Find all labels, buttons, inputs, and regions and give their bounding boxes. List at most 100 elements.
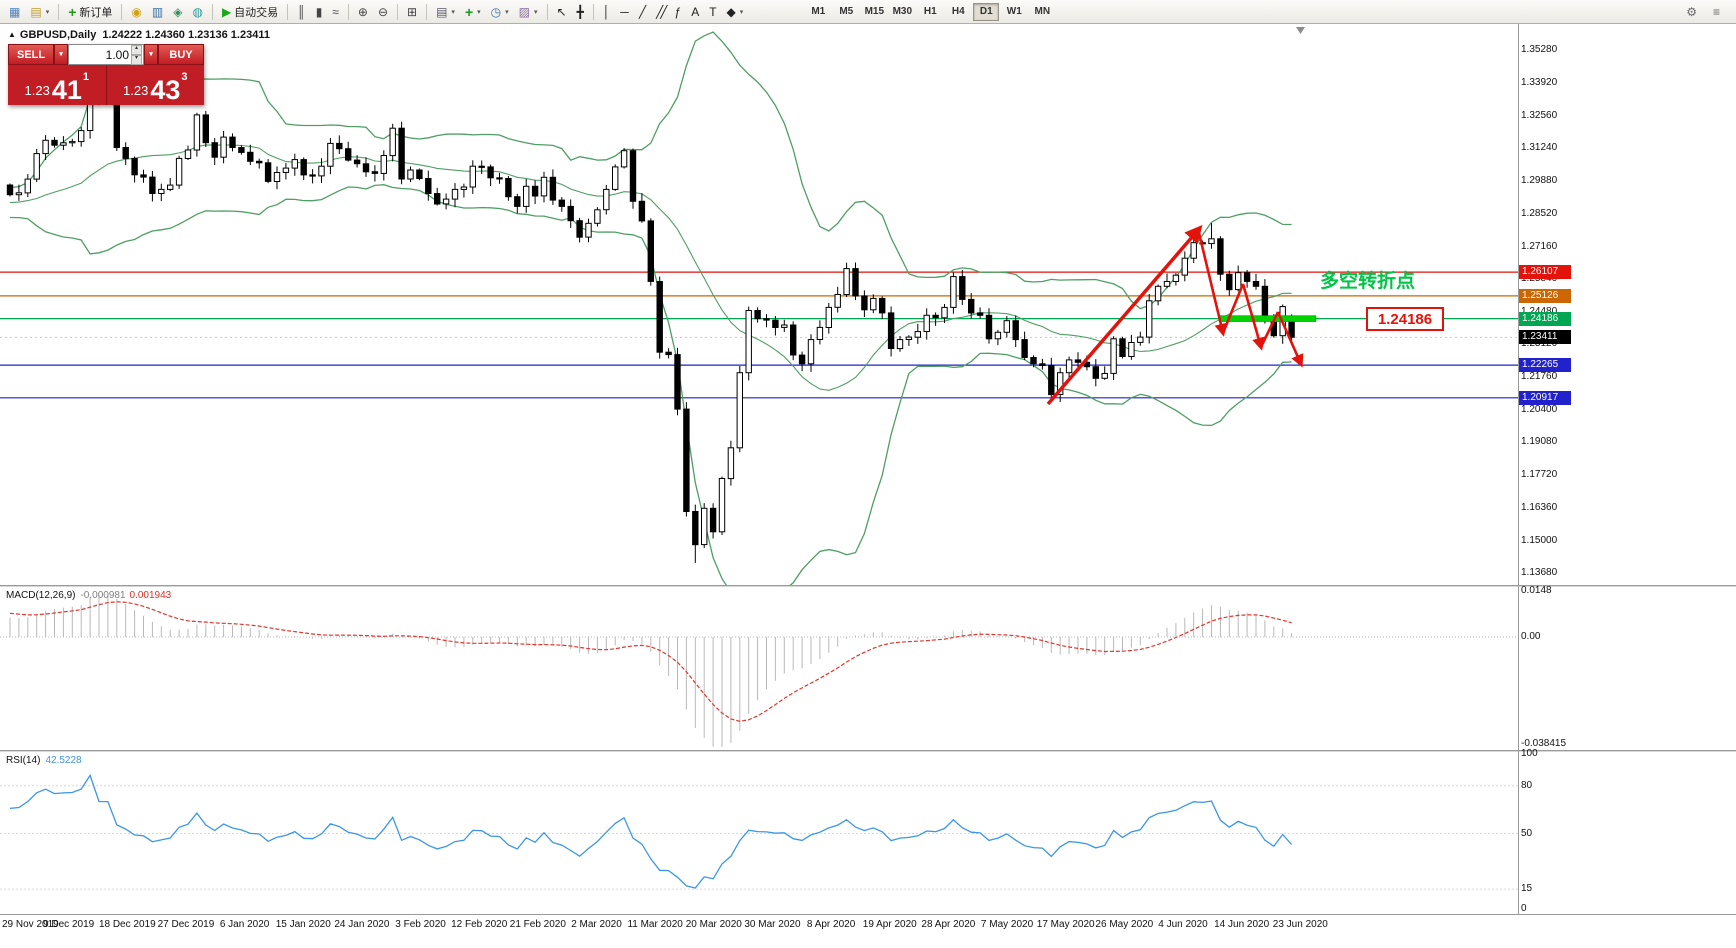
indicators-caret-icon: ▾ (477, 8, 481, 16)
zoom-out-icon: ⊖ (377, 4, 389, 19)
buy-button[interactable]: BUY (158, 44, 204, 65)
new-order-button[interactable]: + 新订单 (64, 2, 116, 22)
ask-price-display[interactable]: 1.23 43 3 (106, 65, 204, 105)
ohlc-values: 1.24222 1.24360 1.23136 1.23411 (102, 29, 270, 41)
data-window-button[interactable]: ▥ (148, 2, 167, 22)
cursor-button[interactable]: ↖ (553, 2, 571, 22)
date-axis-label: 23 Jun 2020 (1272, 919, 1328, 930)
trendline-tool-button[interactable]: ╱ (635, 2, 650, 22)
channel-tool-button[interactable]: ╱╱ (652, 2, 668, 22)
stepper-up-icon[interactable]: ▴ (131, 44, 142, 55)
timeframe-m5[interactable]: M5 (833, 3, 859, 21)
timeframe-m1[interactable]: M1 (805, 3, 831, 21)
new-chart-button[interactable]: ▦ (5, 2, 24, 22)
indicators-button[interactable]: + ▾ (461, 2, 485, 22)
zoom-out-button[interactable]: ⊖ (374, 2, 392, 22)
date-axis-label: 7 May 2020 (980, 919, 1034, 930)
toolbar-separator (287, 3, 289, 20)
price-axis-tick: 1.28520 (1521, 207, 1558, 219)
timeframe-h1[interactable]: H1 (917, 3, 943, 21)
toolbar-settings-button[interactable]: ⚙ (1683, 2, 1700, 22)
volume-value[interactable]: 1.00 (105, 47, 129, 62)
macd-name: MACD(12,26,9) (6, 590, 76, 601)
rsi-indicator-label: RSI(14) 42.5228 (6, 755, 82, 766)
fibonacci-tool-button[interactable]: ƒ (671, 2, 686, 22)
rsi-axis-tick: 0 (1521, 903, 1527, 914)
date-axis-label: 6 Jan 2020 (219, 919, 270, 930)
date-axis-label: 19 Apr 2020 (862, 919, 917, 930)
terminal-button[interactable]: ◍ (188, 2, 206, 22)
toolbar-separator (592, 3, 594, 20)
bid-price-display[interactable]: 1.23 41 1 (8, 65, 107, 105)
toolbar-separator (121, 3, 123, 20)
navigator-button[interactable]: ◈ (169, 2, 186, 22)
volume-stepper[interactable]: ▴ ▾ (131, 44, 142, 65)
templates-caret-icon: ▾ (533, 8, 538, 16)
chart-profiles-button[interactable]: ▤ ▾ (26, 2, 53, 22)
sell-options-caret[interactable]: ▾ (54, 44, 68, 65)
label-tool-button[interactable]: T (705, 2, 720, 22)
chart-profiles-caret-icon: ▾ (45, 8, 50, 16)
vertical-line-tool-button[interactable]: │ (599, 2, 615, 22)
bid-price-axis-label: 1.23411 (1519, 330, 1571, 345)
zoom-in-button[interactable]: ⊕ (354, 2, 372, 22)
cursor-icon: ↖ (556, 4, 567, 19)
timeframe-w1[interactable]: W1 (1001, 3, 1027, 21)
data-window-icon: ▥ (151, 4, 164, 19)
market-watch-button[interactable]: ◉ (127, 2, 145, 22)
chart-profiles-icon: ▤ (30, 4, 42, 19)
buy-options-caret[interactable]: ▾ (144, 44, 158, 65)
price-axis-tick: 1.33920 (1521, 76, 1558, 88)
date-axis-label: 17 May 2020 (1036, 919, 1095, 930)
price-level-label: 1.22265 (1519, 358, 1571, 373)
rsi-axis-tick: 80 (1521, 779, 1533, 791)
rsi-axis-tick: 15 (1521, 883, 1533, 895)
toolbar-right: ⚙ ≡ (1682, 2, 1732, 22)
crosshair-button[interactable]: ╋ (573, 2, 588, 22)
stepper-down-icon[interactable]: ▾ (131, 54, 142, 65)
timeframe-d1[interactable]: D1 (973, 2, 1000, 21)
ask-prefix: 1.23 (123, 83, 149, 98)
timeframe-m30[interactable]: M30 (889, 3, 915, 21)
bar-chart-mode-button[interactable]: ║ (293, 2, 310, 22)
caret-down-icon: ▾ (149, 51, 153, 58)
line-chart-mode-button[interactable]: ≈ (328, 2, 343, 22)
horizontal-line-tool-button[interactable]: ─ (616, 2, 633, 22)
price-level-label: 1.26107 (1519, 265, 1571, 280)
collapse-triangle-icon[interactable]: ▲ (8, 30, 16, 39)
macd-signal-value: 0.001943 (129, 590, 172, 601)
shapes-tool-button[interactable]: ◆ ▾ (723, 2, 748, 22)
shapes-tool-icon: ◆ (726, 4, 736, 19)
chart-list-button[interactable]: ▤ ▾ (432, 2, 459, 22)
market-watch-icon: ◉ (131, 4, 142, 19)
timeframe-h4[interactable]: H4 (945, 3, 971, 21)
date-axis-label: 8 Apr 2020 (806, 919, 856, 930)
shapes-tool-caret-icon: ▾ (739, 8, 744, 16)
date-axis-label: 21 Feb 2020 (509, 919, 566, 930)
volume-field[interactable]: 1.00 ▴ ▾ (68, 44, 144, 65)
candlestick-mode-button[interactable]: ▮ (312, 2, 327, 22)
periods-button[interactable]: ◷ ▾ (487, 2, 513, 22)
text-tool-button[interactable]: A (687, 2, 703, 22)
price-level-label: 1.20917 (1519, 390, 1571, 405)
date-axis-label: 30 Mar 2020 (744, 919, 801, 930)
bar-chart-mode-icon: ║ (297, 4, 306, 19)
price-axis-tick: 1.35280 (1521, 44, 1558, 55)
templates-button[interactable]: ▨ ▾ (515, 2, 542, 22)
timeframe-mn[interactable]: MN (1029, 3, 1055, 21)
price-level-label: 1.25126 (1519, 288, 1571, 303)
toolbar-more-button[interactable]: ≡ (1710, 2, 1723, 22)
autotrading-button[interactable]: ▶ 自动交易 (218, 2, 282, 22)
tile-windows-button[interactable]: ⊞ (403, 2, 421, 22)
toolbar-separator (426, 3, 428, 20)
candlestick-mode-icon: ▮ (315, 4, 323, 19)
vertical-line-tool-icon: │ (602, 4, 611, 19)
price-axis-tick: 1.32560 (1521, 109, 1558, 121)
timeframe-m15[interactable]: M15 (861, 3, 887, 21)
terminal-icon: ◍ (192, 4, 203, 19)
price-axis-tick: 1.19080 (1521, 436, 1558, 448)
macd-indicator-label: MACD(12,26,9) -0.000981 0.001943 (6, 590, 171, 601)
sell-button[interactable]: SELL (8, 44, 54, 65)
